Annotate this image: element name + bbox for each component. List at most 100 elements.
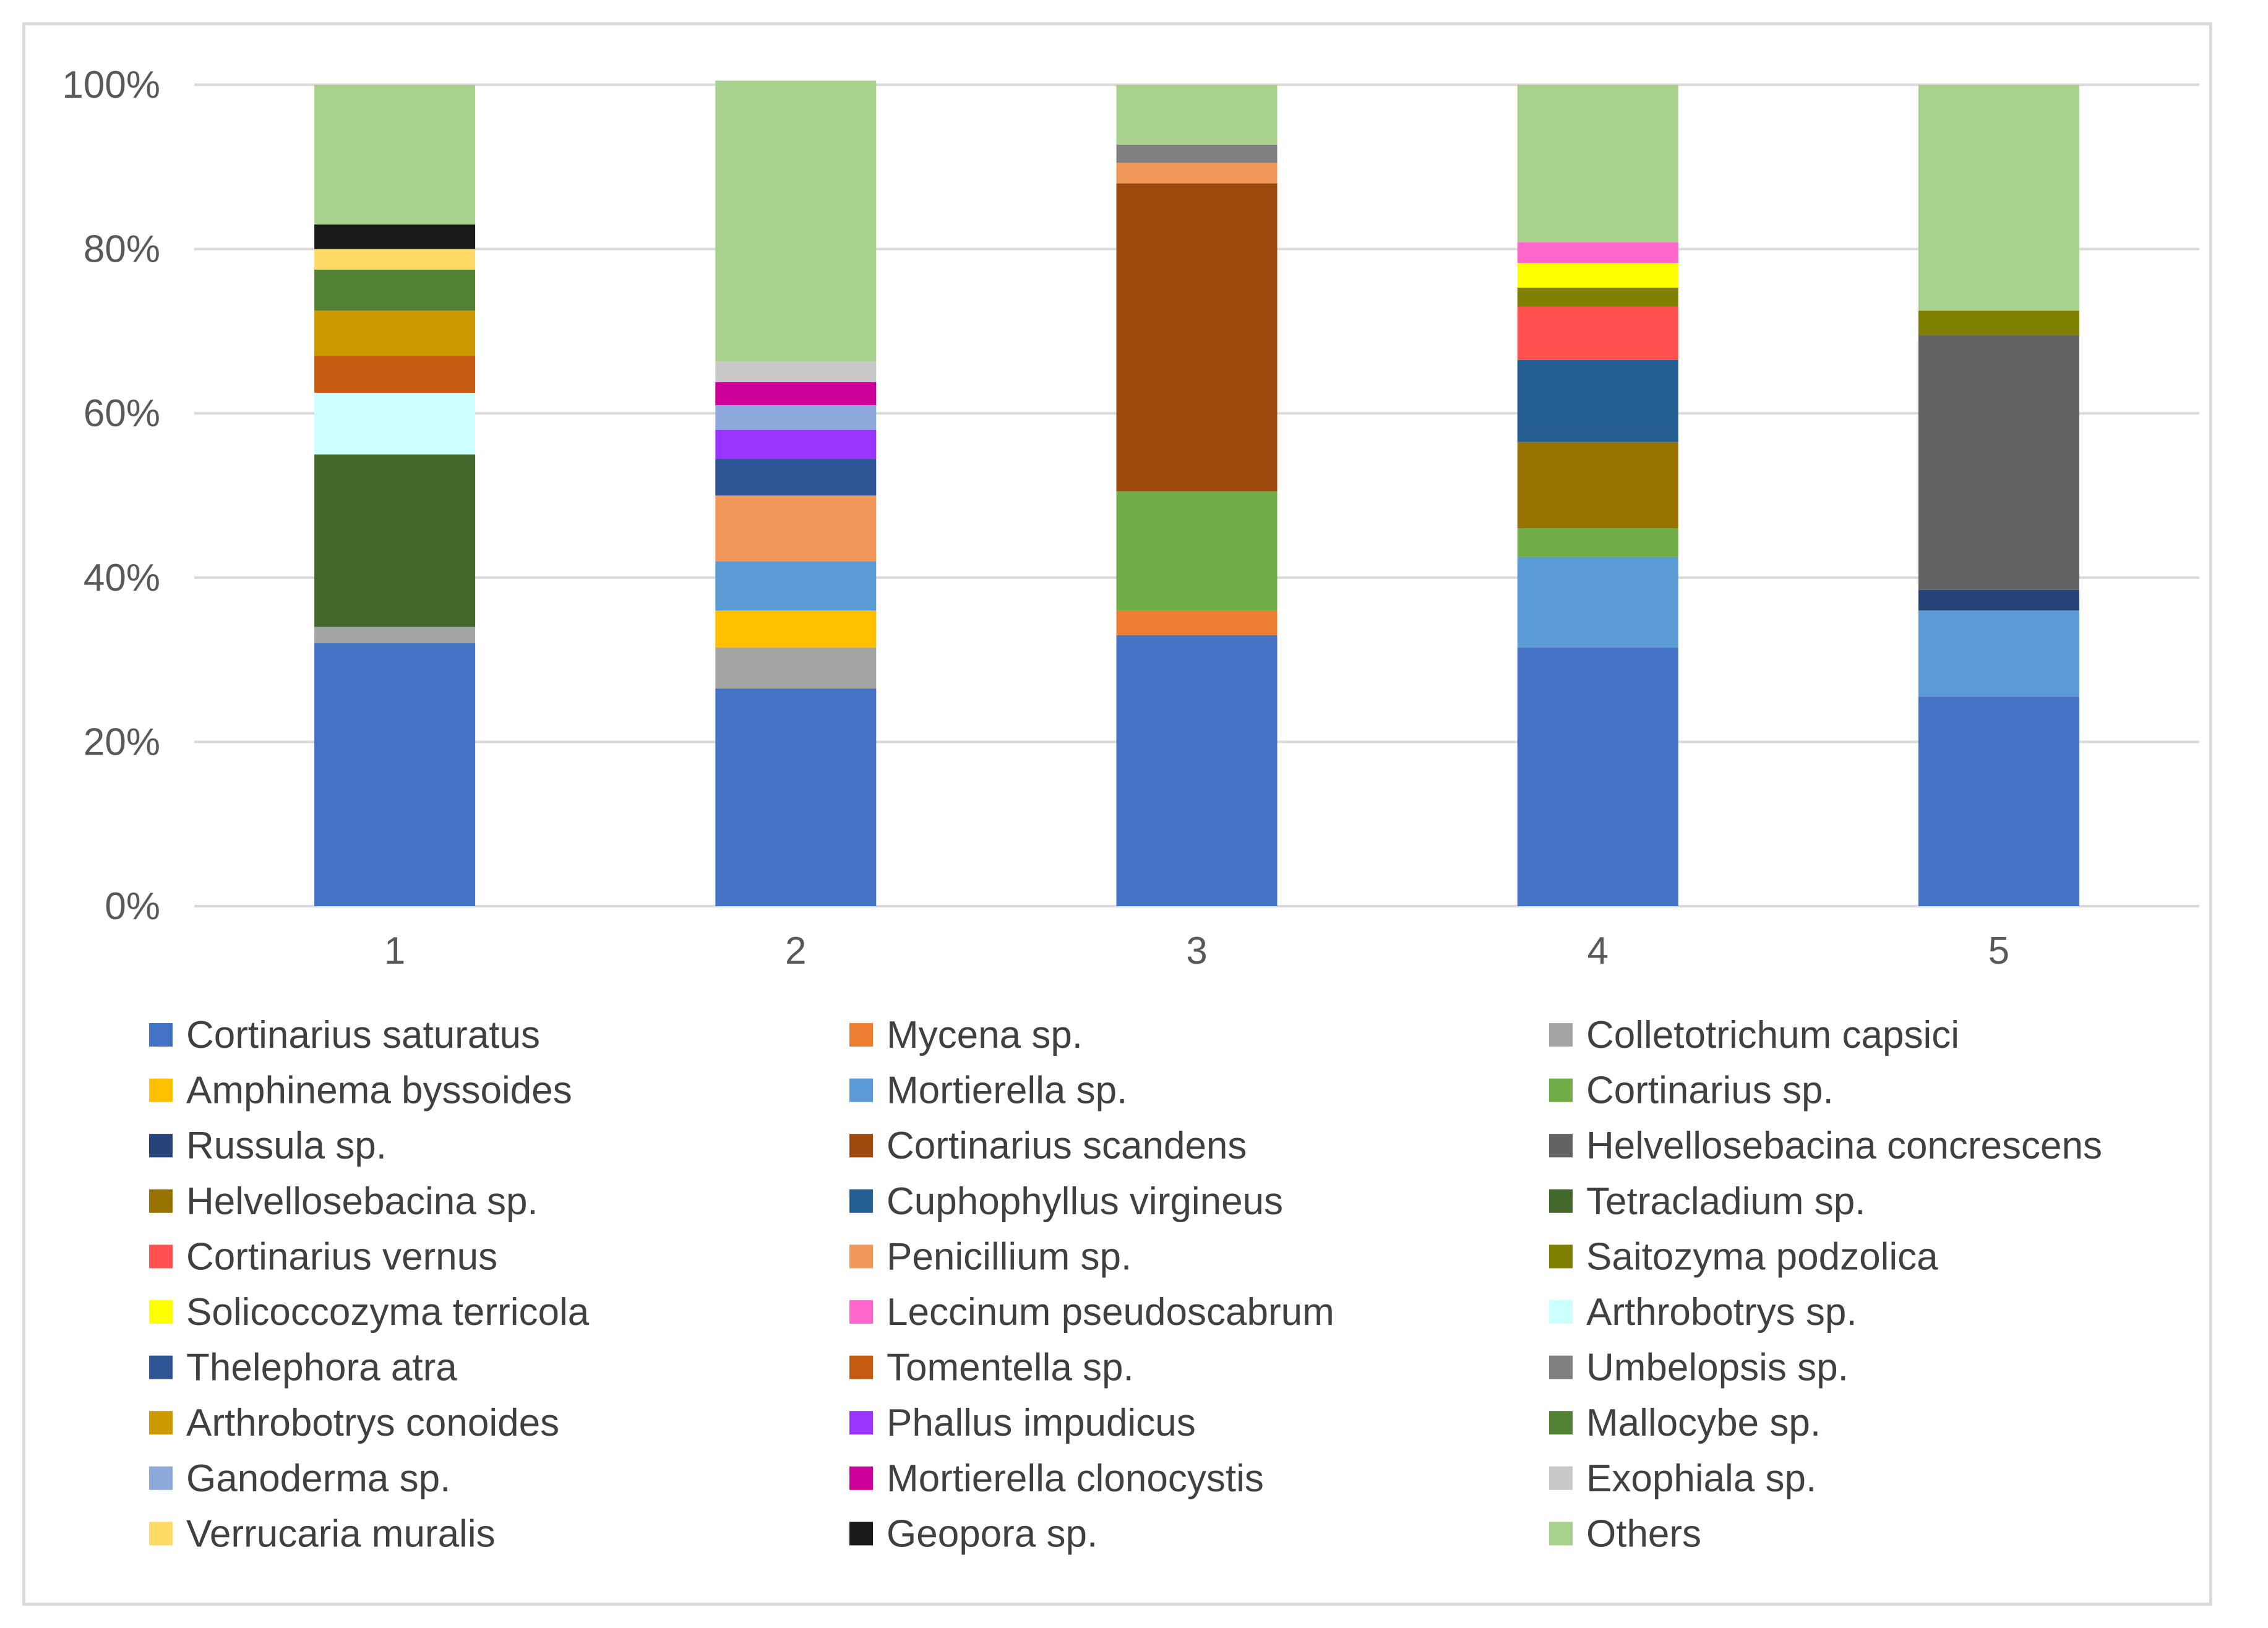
bar-segment: [314, 224, 476, 249]
legend-swatch: [849, 1466, 873, 1490]
bar-segment: [1116, 183, 1278, 492]
bar-segment: [314, 249, 476, 270]
legend-label: Arthrobotrys conoides: [186, 1402, 559, 1444]
legend-swatch: [849, 1189, 873, 1213]
chart-frame: 0% 20% 40% 60% 80% 100% 1 2 3 4 5 Cortinarius sat…: [22, 22, 2212, 1606]
bar-segment: [715, 405, 877, 430]
legend-item: Exophiala sp.: [1549, 1457, 1816, 1500]
legend-label: Tetracladium sp.: [1586, 1180, 1865, 1223]
bar-segment: [1517, 263, 1678, 288]
legend-label: Solicoccozyma terricola: [186, 1291, 590, 1334]
legend-label: Phallus impudicus: [887, 1402, 1196, 1444]
legend-label: Helvellosebacina sp.: [186, 1180, 538, 1223]
legend-item: Cortinarius sp.: [1549, 1069, 1834, 1112]
legend-item: Phallus impudicus: [849, 1402, 1196, 1444]
legend-swatch: [849, 1411, 873, 1435]
legend-item: Verrucaria muralis: [149, 1512, 496, 1555]
legend-swatch: [149, 1189, 173, 1213]
legend-swatch: [849, 1522, 873, 1546]
bar-segment: [715, 688, 877, 906]
bar-segment: [1116, 610, 1278, 635]
legend-item: Mallocybe sp.: [1549, 1402, 1821, 1444]
legend-item: Penicillium sp.: [849, 1235, 1132, 1278]
legend-item: Mycena sp.: [849, 1014, 1083, 1056]
legend-label: Others: [1586, 1512, 1701, 1555]
legend-swatch: [849, 1078, 873, 1102]
bar-segment: [314, 454, 476, 627]
legend-swatch: [149, 1245, 173, 1269]
legend-label: Tomentella sp.: [887, 1347, 1134, 1389]
bar-segment: [314, 311, 476, 356]
legend-item: Arthrobotrys conoides: [149, 1402, 559, 1444]
legend-swatch: [849, 1134, 873, 1158]
bar-segment: [715, 382, 877, 405]
legend-label: Cortinarius scandens: [887, 1125, 1247, 1167]
x-tick-label: 4: [1587, 930, 1608, 972]
legend-swatch: [149, 1411, 173, 1435]
bar-segment: [1517, 557, 1678, 648]
legend-label: Cortinarius sp.: [1586, 1069, 1834, 1112]
legend-swatch: [1549, 1189, 1573, 1213]
bar-segment: [715, 561, 877, 610]
legend-swatch: [1549, 1134, 1573, 1158]
legend-label: Verrucaria muralis: [186, 1512, 496, 1555]
legend-label: Thelephora atra: [186, 1347, 457, 1389]
stacked-bar-chart: 0% 20% 40% 60% 80% 100% 1 2 3 4 5 Cortinarius sat…: [62, 64, 2199, 1555]
y-tick-label: 60%: [84, 392, 160, 435]
bar-segment: [1517, 359, 1678, 442]
legend-swatch: [849, 1355, 873, 1379]
y-axis-tick-labels: 0% 20% 40% 60% 80% 100%: [62, 64, 160, 928]
legend-item: Mortierella sp.: [849, 1069, 1127, 1112]
legend-label: Cortinarius vernus: [186, 1235, 497, 1278]
legend-item: Helvellosebacina concrescens: [1549, 1125, 2102, 1167]
legend-item: Cortinarius scandens: [849, 1125, 1247, 1167]
legend-item: Geopora sp.: [849, 1512, 1097, 1555]
legend-swatch: [849, 1023, 873, 1047]
legend-swatch: [849, 1245, 873, 1269]
bar-segment: [1918, 311, 2079, 336]
legend-item: Russula sp.: [149, 1125, 387, 1167]
bar-segment: [314, 269, 476, 311]
legend-label: Colletotrichum capsici: [1586, 1014, 1959, 1056]
legend-label: Russula sp.: [186, 1125, 387, 1167]
legend-label: Amphinema byssoides: [186, 1069, 572, 1112]
bar-segment: [1918, 589, 2079, 610]
legend-label: Mallocybe sp.: [1586, 1402, 1821, 1444]
legend-swatch: [1549, 1466, 1573, 1490]
bar-segment: [1517, 528, 1678, 557]
bar-segment: [1116, 144, 1278, 163]
bar-segment: [314, 85, 476, 225]
legend-item: Colletotrichum capsici: [1549, 1014, 1959, 1056]
bar-segment: [314, 393, 476, 455]
legend-label: Penicillium sp.: [887, 1235, 1132, 1278]
legend-swatch: [149, 1355, 173, 1379]
legend-item: Mortierella clonocystis: [849, 1457, 1264, 1500]
y-tick-label: 40%: [84, 557, 160, 599]
legend-item: Cortinarius vernus: [149, 1235, 497, 1278]
bar-segment: [715, 429, 877, 459]
bar-stack-4: [1517, 85, 1678, 906]
bar-stack-3: [1116, 85, 1278, 906]
legend-label: Cortinarius saturatus: [186, 1014, 540, 1056]
y-tick-label: 0%: [105, 885, 160, 928]
legend-label: Mycena sp.: [887, 1014, 1083, 1056]
bar-segment: [1918, 335, 2079, 590]
legend-item: Ganoderma sp.: [149, 1457, 450, 1500]
x-tick-label: 1: [384, 930, 405, 972]
legend-swatch: [149, 1300, 173, 1324]
bar-segment: [715, 80, 877, 362]
legend-item: Tomentella sp.: [849, 1347, 1134, 1389]
bar-segment: [1517, 442, 1678, 529]
bar-segment: [715, 495, 877, 562]
legend-label: Exophiala sp.: [1586, 1457, 1816, 1500]
y-tick-label: 100%: [62, 64, 160, 106]
legend-swatch: [1549, 1245, 1573, 1269]
bars: [314, 80, 2079, 906]
legend-item: Cortinarius saturatus: [149, 1014, 540, 1056]
legend-label: Mortierella sp.: [887, 1069, 1127, 1112]
legend-swatch: [849, 1300, 873, 1324]
legend-item: Others: [1549, 1512, 1701, 1555]
legend-swatch: [1549, 1411, 1573, 1435]
legend-item: Amphinema byssoides: [149, 1069, 572, 1112]
x-tick-label: 5: [1988, 930, 2009, 972]
